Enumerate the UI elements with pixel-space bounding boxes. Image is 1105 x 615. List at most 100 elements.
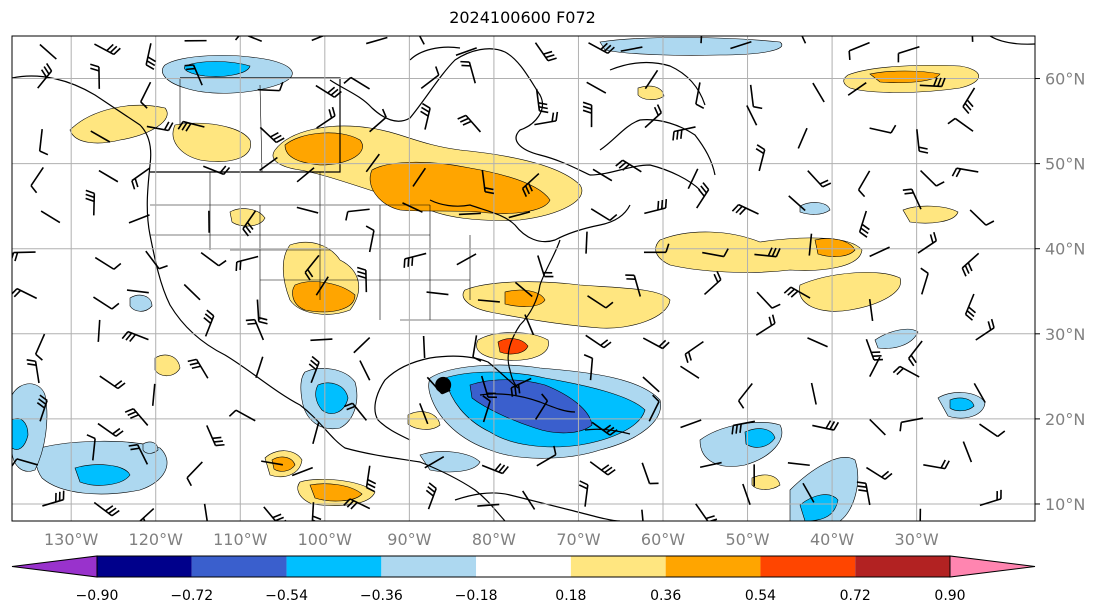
positive-anomaly-region bbox=[799, 272, 901, 312]
wind-barb bbox=[964, 293, 976, 321]
wind-barb bbox=[291, 466, 314, 477]
wind-barb bbox=[97, 422, 124, 437]
wind-barb bbox=[304, 254, 320, 281]
wind-barb bbox=[259, 156, 278, 172]
wind-barb bbox=[86, 434, 96, 461]
wind-barb bbox=[812, 420, 840, 431]
colorbar-segment bbox=[286, 556, 382, 577]
wind-barb bbox=[534, 111, 559, 126]
wind-barb bbox=[422, 335, 426, 359]
wind-barb bbox=[42, 490, 65, 507]
positive-anomaly-region bbox=[637, 85, 665, 100]
wind-barb bbox=[296, 167, 315, 183]
negative-anomaly-region bbox=[799, 494, 839, 521]
positive-anomaly-region bbox=[271, 456, 296, 472]
wind-barb bbox=[184, 64, 203, 86]
positive-anomaly-region bbox=[154, 354, 181, 377]
wind-barb bbox=[140, 81, 152, 109]
wind-barb bbox=[203, 503, 209, 521]
wind-barb bbox=[703, 271, 722, 296]
negative-anomaly-region bbox=[315, 382, 349, 414]
wind-barb bbox=[315, 84, 342, 98]
lon-tick-label: 50°W bbox=[725, 530, 769, 549]
wind-barb bbox=[923, 459, 950, 470]
wind-barb bbox=[737, 383, 753, 409]
wind-barb bbox=[807, 337, 828, 348]
wind-barb bbox=[524, 314, 535, 336]
wind-barb bbox=[128, 214, 150, 224]
colorbar-segment bbox=[760, 556, 856, 577]
wind-barb bbox=[456, 253, 477, 266]
wind-barb bbox=[356, 266, 368, 293]
wind-barb bbox=[257, 81, 284, 92]
wind-barb bbox=[38, 129, 49, 156]
wind-barb bbox=[742, 483, 751, 505]
wind-barb bbox=[145, 43, 157, 71]
wind-barb bbox=[947, 117, 974, 132]
gridlines bbox=[12, 36, 1035, 521]
wind-barb bbox=[418, 36, 425, 45]
wind-barb bbox=[587, 295, 614, 309]
wind-barb bbox=[477, 299, 500, 303]
wind-barb bbox=[858, 210, 870, 238]
wind-barb bbox=[919, 77, 946, 88]
wind-barb bbox=[94, 256, 122, 270]
wind-barb bbox=[145, 250, 168, 270]
wind-barb bbox=[902, 188, 922, 210]
wind-barb bbox=[200, 251, 227, 267]
coastlines bbox=[12, 36, 1035, 521]
colorbar-segment bbox=[570, 556, 666, 577]
wind-barb bbox=[591, 421, 618, 436]
colorbar-tick-label: −0.54 bbox=[265, 588, 308, 604]
wind-barb bbox=[919, 508, 922, 521]
wind-barb bbox=[419, 403, 429, 425]
positive-anomaly-region bbox=[869, 70, 941, 84]
colorbar: −0.90 −0.72 −0.54 −0.36 −0.18 0.18 0.36 0.54 0.7… bbox=[11, 555, 1036, 604]
wind-barb bbox=[316, 106, 336, 129]
wind-barb bbox=[522, 490, 536, 510]
wind-barb bbox=[583, 353, 594, 381]
wind-barb bbox=[588, 42, 615, 55]
wind-barb bbox=[755, 144, 766, 172]
wind-barb bbox=[242, 210, 257, 237]
wind-barb bbox=[973, 382, 986, 403]
wind-barb bbox=[183, 283, 201, 301]
wind-barb bbox=[365, 225, 375, 253]
wind-barb bbox=[644, 69, 659, 90]
wind-barb bbox=[93, 501, 120, 517]
wind-barb bbox=[847, 82, 867, 96]
wind-barb bbox=[962, 441, 973, 463]
wind-barb bbox=[99, 375, 126, 390]
wind-barb bbox=[961, 252, 980, 277]
negative-anomaly-region bbox=[142, 441, 159, 454]
wind-barb bbox=[365, 36, 388, 45]
wind-barb bbox=[365, 465, 377, 493]
wind-barb bbox=[359, 360, 371, 381]
wind-barb bbox=[121, 330, 149, 343]
wind-barb bbox=[477, 503, 500, 507]
wind-barb bbox=[457, 114, 482, 133]
wind-barb bbox=[365, 153, 380, 173]
wind-barb bbox=[521, 172, 540, 197]
wind-barb bbox=[589, 461, 616, 476]
colorbar-tick-label: −0.36 bbox=[360, 588, 403, 604]
wind-barb bbox=[680, 419, 702, 429]
lon-tick-label: 80°W bbox=[472, 530, 516, 549]
wind-barb bbox=[187, 358, 209, 379]
wind-barb bbox=[908, 340, 923, 367]
wind-barb bbox=[460, 60, 477, 84]
wind-barb bbox=[482, 395, 491, 423]
wind-barb bbox=[90, 63, 101, 89]
wind-barb bbox=[699, 461, 722, 469]
wind-barb bbox=[951, 167, 979, 178]
wind-barb bbox=[582, 101, 593, 128]
colorbar-tick-label: −0.90 bbox=[76, 588, 119, 604]
lon-tick-label: 110°W bbox=[213, 530, 268, 549]
colorbar-segment bbox=[381, 556, 477, 577]
colorbar-tick-label: 0.72 bbox=[840, 588, 871, 604]
wind-barb bbox=[26, 359, 40, 384]
wind-barb bbox=[856, 481, 871, 506]
wind-barb bbox=[802, 482, 815, 503]
wind-barb bbox=[754, 247, 781, 258]
